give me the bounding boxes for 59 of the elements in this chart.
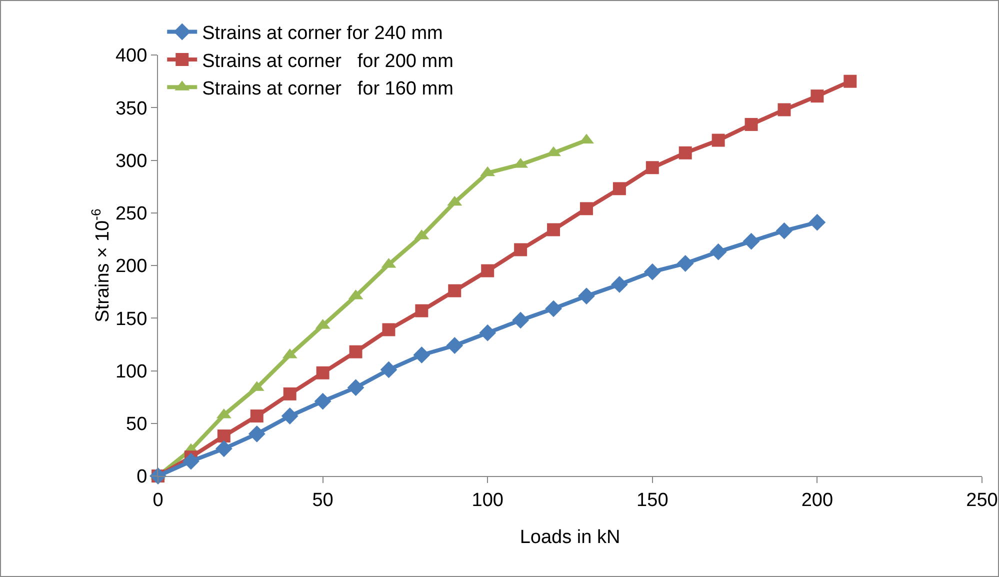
- point: [644, 263, 661, 280]
- y-tick-label: 150: [115, 308, 148, 330]
- y-tick-label: 0: [136, 466, 148, 488]
- point: [347, 379, 364, 396]
- point: [712, 134, 725, 147]
- point: [676, 254, 694, 272]
- point: [316, 366, 330, 380]
- point: [580, 202, 593, 216]
- point: [776, 222, 793, 240]
- y-tick-label: 350: [115, 98, 148, 120]
- point: [778, 103, 791, 116]
- point: [810, 90, 824, 103]
- x-tick-label: 50: [312, 490, 334, 511]
- point: [744, 118, 758, 131]
- y-tick-label: 400: [115, 46, 148, 67]
- point: [281, 408, 298, 424]
- x-tick-label: 200: [801, 490, 834, 511]
- point: [844, 74, 857, 88]
- point: [678, 146, 692, 160]
- point: [248, 425, 266, 442]
- point: [349, 345, 362, 358]
- point: [380, 361, 398, 378]
- x-tick-label: 150: [636, 490, 668, 511]
- x-axis-title: Loads in kN: [520, 527, 620, 548]
- y-tick-label: 250: [115, 204, 148, 225]
- point: [742, 232, 760, 250]
- legend-label: Strains at corner for 240 mm: [202, 23, 443, 44]
- point: [479, 324, 496, 342]
- legend-label: Strains at corner for 200 mm: [202, 50, 454, 72]
- point: [481, 264, 494, 278]
- point: [710, 243, 727, 260]
- point: [646, 161, 659, 174]
- point: [512, 312, 530, 329]
- point: [448, 284, 462, 298]
- legend-label: Strains at corner for 160 mm: [202, 78, 454, 100]
- x-tick-label: 0: [152, 490, 164, 511]
- point: [612, 182, 626, 196]
- point: [215, 440, 232, 458]
- point: [446, 337, 464, 354]
- y-tick-label: 50: [126, 414, 148, 436]
- y-tick-label: 300: [115, 150, 148, 172]
- point: [382, 323, 396, 336]
- x-tick-label: 100: [472, 490, 504, 511]
- point: [314, 392, 332, 410]
- point: [545, 300, 562, 318]
- point: [217, 430, 230, 443]
- point: [250, 410, 264, 423]
- point: [808, 214, 826, 231]
- point: [182, 452, 200, 470]
- x-tick-label: 250: [966, 490, 998, 511]
- y-tick-label: 100: [115, 361, 148, 382]
- point: [547, 223, 560, 236]
- point: [578, 288, 595, 304]
- point: [415, 304, 428, 318]
- point: [283, 387, 296, 400]
- point: [610, 276, 628, 293]
- point: [413, 346, 430, 364]
- point: [514, 243, 528, 256]
- y-tick-label: 200: [115, 256, 148, 278]
